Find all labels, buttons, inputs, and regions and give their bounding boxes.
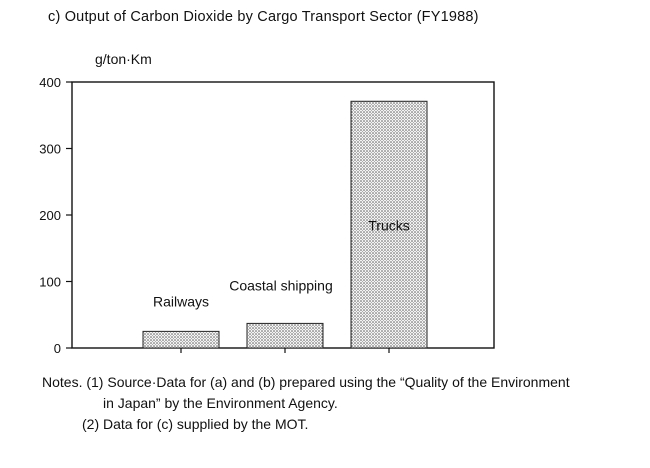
note-line-1: Notes. (1) Source·Data for (a) and (b) p… xyxy=(42,374,570,390)
bar-railways xyxy=(142,330,220,349)
y-tick-label: 200 xyxy=(39,208,61,223)
plot-frame xyxy=(71,81,495,349)
y-tick-label: 0 xyxy=(54,341,61,356)
category-label: Trucks xyxy=(368,217,409,233)
category-label: Coastal shipping xyxy=(229,277,333,293)
chart-title: c) Output of Carbon Dioxide by Cargo Tra… xyxy=(48,9,479,25)
note-line-3: (2) Data for (c) supplied by the MOT. xyxy=(82,416,309,432)
y-tick-label: 300 xyxy=(39,142,61,157)
category-label: Railways xyxy=(153,293,209,309)
y-tick-label: 400 xyxy=(39,75,61,90)
y-tick-label: 100 xyxy=(39,275,61,290)
notes: Notes. (1) Source·Data for (a) and (b) p… xyxy=(42,372,570,435)
note-line-2: in Japan” by the Environment Agency. xyxy=(103,395,338,411)
bar-coastal-shipping xyxy=(246,322,324,349)
y-axis-unit-label: g/ton·Km xyxy=(95,51,152,67)
bar-trucks xyxy=(350,100,428,349)
